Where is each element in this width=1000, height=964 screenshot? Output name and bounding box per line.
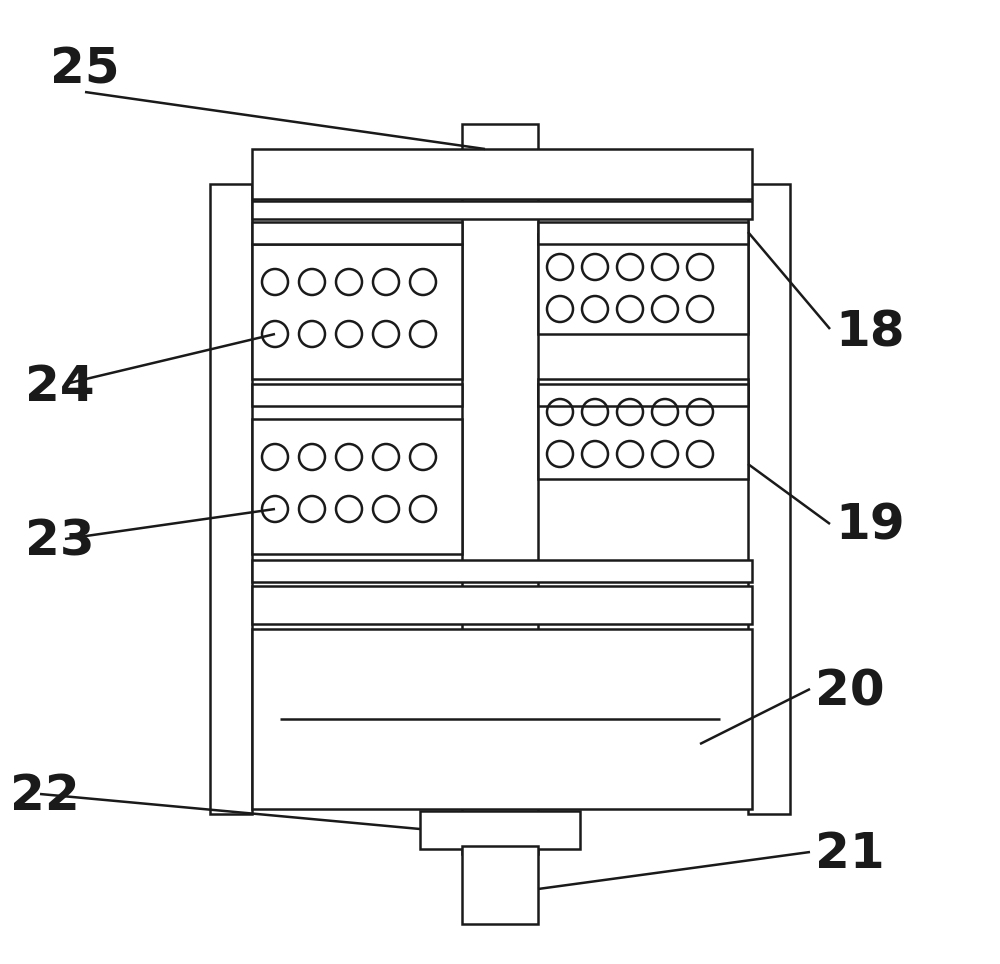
Text: 22: 22: [10, 772, 80, 820]
Text: 25: 25: [50, 45, 120, 93]
Bar: [252, 384, 462, 406]
Bar: [462, 846, 538, 924]
Bar: [252, 149, 752, 199]
Bar: [420, 811, 580, 849]
Bar: [252, 244, 462, 379]
Bar: [252, 419, 462, 554]
Bar: [252, 586, 752, 624]
Text: 23: 23: [25, 518, 95, 566]
Text: 18: 18: [835, 308, 905, 356]
Bar: [538, 234, 748, 334]
Bar: [252, 560, 752, 582]
Bar: [252, 629, 752, 809]
Bar: [538, 379, 748, 479]
Bar: [210, 184, 252, 814]
Bar: [748, 184, 790, 814]
Bar: [462, 124, 538, 854]
Bar: [252, 222, 462, 244]
Text: 19: 19: [835, 502, 905, 550]
Text: 20: 20: [815, 667, 885, 715]
Bar: [538, 222, 748, 244]
Text: 24: 24: [25, 363, 95, 411]
Bar: [252, 201, 752, 219]
Text: 21: 21: [815, 830, 885, 878]
Bar: [538, 384, 748, 406]
